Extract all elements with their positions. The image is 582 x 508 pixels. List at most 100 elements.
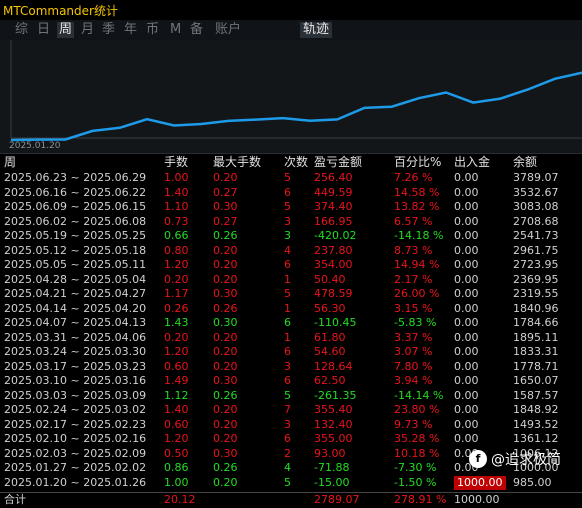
- lots-cell: 0.20: [164, 272, 189, 286]
- header-count[interactable]: 次数: [284, 155, 309, 169]
- header-pnl[interactable]: 盈亏金额: [314, 155, 363, 169]
- pnl-cell: 54.60: [314, 345, 346, 358]
- pnl-cell: -15.00: [314, 475, 350, 489]
- tab-track[interactable]: 轨迹: [300, 22, 333, 38]
- balance-cell: 2319.55: [513, 287, 559, 300]
- balance-cell: 2961.75: [513, 243, 559, 257]
- tab-account[interactable]: 账户: [215, 22, 242, 37]
- table-row[interactable]: 2025.06.16 ~ 2025.06.22 1.40 0.27 6 449.59 14…: [0, 186, 582, 201]
- header-max-lots[interactable]: 最大手数: [213, 155, 262, 169]
- lots-cell: 1.40: [164, 403, 189, 416]
- table-row[interactable]: 2025.05.19 ~ 2025.05.25 0.66 0.26 3 -420.02 -…: [0, 229, 582, 244]
- tab-comment[interactable]: 备: [190, 22, 204, 37]
- table-row[interactable]: 2025.04.21 ~ 2025.04.27 1.17 0.30 5 478.59 26…: [0, 287, 582, 302]
- deposit-cell: 0.00: [454, 272, 479, 286]
- table-row[interactable]: 2025.03.17 ~ 2025.03.23 0.60 0.20 3 128.64 7.…: [0, 360, 582, 375]
- pnl-cell: 449.59: [314, 185, 353, 199]
- balance-cell: 1006.12: [513, 446, 559, 460]
- table-row[interactable]: 2025.02.03 ~ 2025.02.09 0.50 0.30 2 93.00 10.…: [0, 447, 582, 462]
- table-row[interactable]: 2025.05.12 ~ 2025.05.18 0.80 0.20 4 237.80 8.…: [0, 244, 582, 259]
- week-cell: 2025.06.02 ~ 2025.06.08: [4, 214, 147, 228]
- trade-count-cell: 7: [284, 403, 291, 416]
- deposit-cell: 0.00: [454, 432, 479, 445]
- lots-cell: 1.12: [164, 388, 189, 402]
- week-cell: 2025.02.10 ~ 2025.02.16: [4, 432, 147, 445]
- table-row[interactable]: 2025.02.24 ~ 2025.03.02 1.40 0.20 7 355.40 23…: [0, 403, 582, 418]
- week-cell: 2025.05.05 ~ 2025.05.11: [4, 258, 147, 271]
- table-total-row: 合计 20.12 2789.07 278.91 % 1000.00: [0, 492, 582, 508]
- table-row[interactable]: 2025.01.27 ~ 2025.02.02 0.86 0.26 4 -71.88 -7…: [0, 461, 582, 476]
- table-row[interactable]: 2025.06.23 ~ 2025.06.29 1.00 0.20 5 256.40 7.…: [0, 171, 582, 186]
- table-row[interactable]: 2025.04.07 ~ 2025.04.13 1.43 0.30 6 -110.45 -…: [0, 316, 582, 331]
- table-row[interactable]: 2025.06.09 ~ 2025.06.15 1.10 0.30 5 374.40 13…: [0, 200, 582, 215]
- table-row[interactable]: 2025.06.02 ~ 2025.06.08 0.73 0.27 3 166.95 6.…: [0, 215, 582, 230]
- deposit-cell: 1000.00: [454, 475, 506, 490]
- pnl-cell: 50.40: [314, 272, 346, 286]
- table-row[interactable]: 2025.04.14 ~ 2025.04.20 0.26 0.26 1 56.30 3.1…: [0, 302, 582, 317]
- balance-cell: 1000.00: [513, 461, 559, 474]
- tab-year[interactable]: 年: [124, 22, 138, 37]
- total-percent: 278.91 %: [394, 493, 447, 506]
- table-row[interactable]: 2025.01.20 ~ 2025.01.26 1.00 0.20 5 -15.00 -1…: [0, 475, 582, 490]
- pnl-cell: -110.45: [314, 316, 357, 329]
- tab-magic[interactable]: M: [170, 22, 182, 37]
- deposit-cell: 0.00: [454, 287, 479, 300]
- table-row[interactable]: 2025.02.10 ~ 2025.02.16 1.20 0.20 6 355.00 35…: [0, 432, 582, 447]
- table-row[interactable]: 2025.04.28 ~ 2025.05.04 0.20 0.20 1 50.40 2.1…: [0, 273, 582, 288]
- table-row[interactable]: 2025.05.05 ~ 2025.05.11 1.20 0.20 6 354.00 14…: [0, 258, 582, 273]
- lots-cell: 0.73: [164, 214, 189, 228]
- header-week[interactable]: 周: [4, 155, 17, 169]
- tab-month[interactable]: 月: [81, 22, 95, 37]
- balance-cell: 1778.71: [513, 359, 559, 373]
- header-lots[interactable]: 手数: [164, 155, 189, 169]
- balance-cell: 1784.66: [513, 316, 559, 329]
- tab-summary[interactable]: 综: [15, 22, 29, 37]
- percent-cell: 7.26 %: [394, 171, 433, 184]
- lots-cell: 0.60: [164, 417, 189, 431]
- balance-chart: 2025.01.20: [0, 40, 582, 154]
- table-row[interactable]: 2025.03.10 ~ 2025.03.16 1.49 0.30 6 62.50 3.9…: [0, 374, 582, 389]
- tab-quarter[interactable]: 季: [102, 22, 116, 37]
- percent-cell: 7.80 %: [394, 359, 433, 373]
- pnl-cell: 93.00: [314, 446, 346, 460]
- percent-cell: 3.07 %: [394, 345, 433, 358]
- percent-cell: 8.73 %: [394, 243, 433, 257]
- max-lots-cell: 0.20: [213, 243, 238, 257]
- deposit-cell: 0.00: [454, 171, 479, 184]
- max-lots-cell: 0.20: [213, 272, 238, 286]
- balance-cell: 2723.95: [513, 258, 559, 271]
- trade-count-cell: 6: [284, 374, 291, 387]
- title-bar: MTCommander统计: [0, 0, 582, 19]
- header-percent[interactable]: 百分比%: [394, 155, 442, 169]
- lots-cell: 1.20: [164, 432, 189, 445]
- percent-cell: 13.82 %: [394, 200, 440, 213]
- percent-cell: 14.58 %: [394, 185, 440, 199]
- header-balance[interactable]: 余额: [513, 155, 538, 169]
- table-row[interactable]: 2025.02.17 ~ 2025.02.23 0.60 0.20 3 132.40 9.…: [0, 418, 582, 433]
- pnl-cell: 374.40: [314, 200, 353, 213]
- lots-cell: 1.00: [164, 171, 189, 184]
- table-row[interactable]: 2025.03.03 ~ 2025.03.09 1.12 0.26 5 -261.35 -…: [0, 389, 582, 404]
- table-row[interactable]: 2025.03.31 ~ 2025.04.06 0.20 0.20 1 61.80 3.3…: [0, 331, 582, 346]
- percent-cell: -7.30 %: [394, 461, 437, 474]
- pnl-cell: -71.88: [314, 461, 350, 474]
- max-lots-cell: 0.20: [213, 171, 238, 184]
- week-cell: 2025.06.09 ~ 2025.06.15: [4, 200, 147, 213]
- percent-cell: -14.18 %: [394, 229, 444, 242]
- deposit-cell: 0.00: [454, 403, 479, 416]
- deposit-cell: 0.00: [454, 229, 479, 242]
- balance-cell: 3532.67: [513, 185, 559, 199]
- trade-count-cell: 3: [284, 417, 291, 431]
- tab-week[interactable]: 周: [57, 22, 75, 38]
- header-deposit[interactable]: 出入金: [454, 155, 491, 169]
- tab-day[interactable]: 日: [37, 22, 51, 37]
- table-row[interactable]: 2025.03.24 ~ 2025.03.30 1.20 0.20 6 54.60 3.0…: [0, 345, 582, 360]
- max-lots-cell: 0.30: [213, 374, 238, 387]
- week-cell: 2025.04.07 ~ 2025.04.13: [4, 316, 147, 329]
- week-cell: 2025.03.24 ~ 2025.03.30: [4, 345, 147, 358]
- balance-cell: 1493.52: [513, 417, 559, 431]
- percent-cell: 3.37 %: [394, 330, 433, 344]
- balance-cell: 2369.95: [513, 272, 559, 286]
- percent-cell: 14.94 %: [394, 258, 440, 271]
- tab-currency[interactable]: 币: [146, 22, 160, 37]
